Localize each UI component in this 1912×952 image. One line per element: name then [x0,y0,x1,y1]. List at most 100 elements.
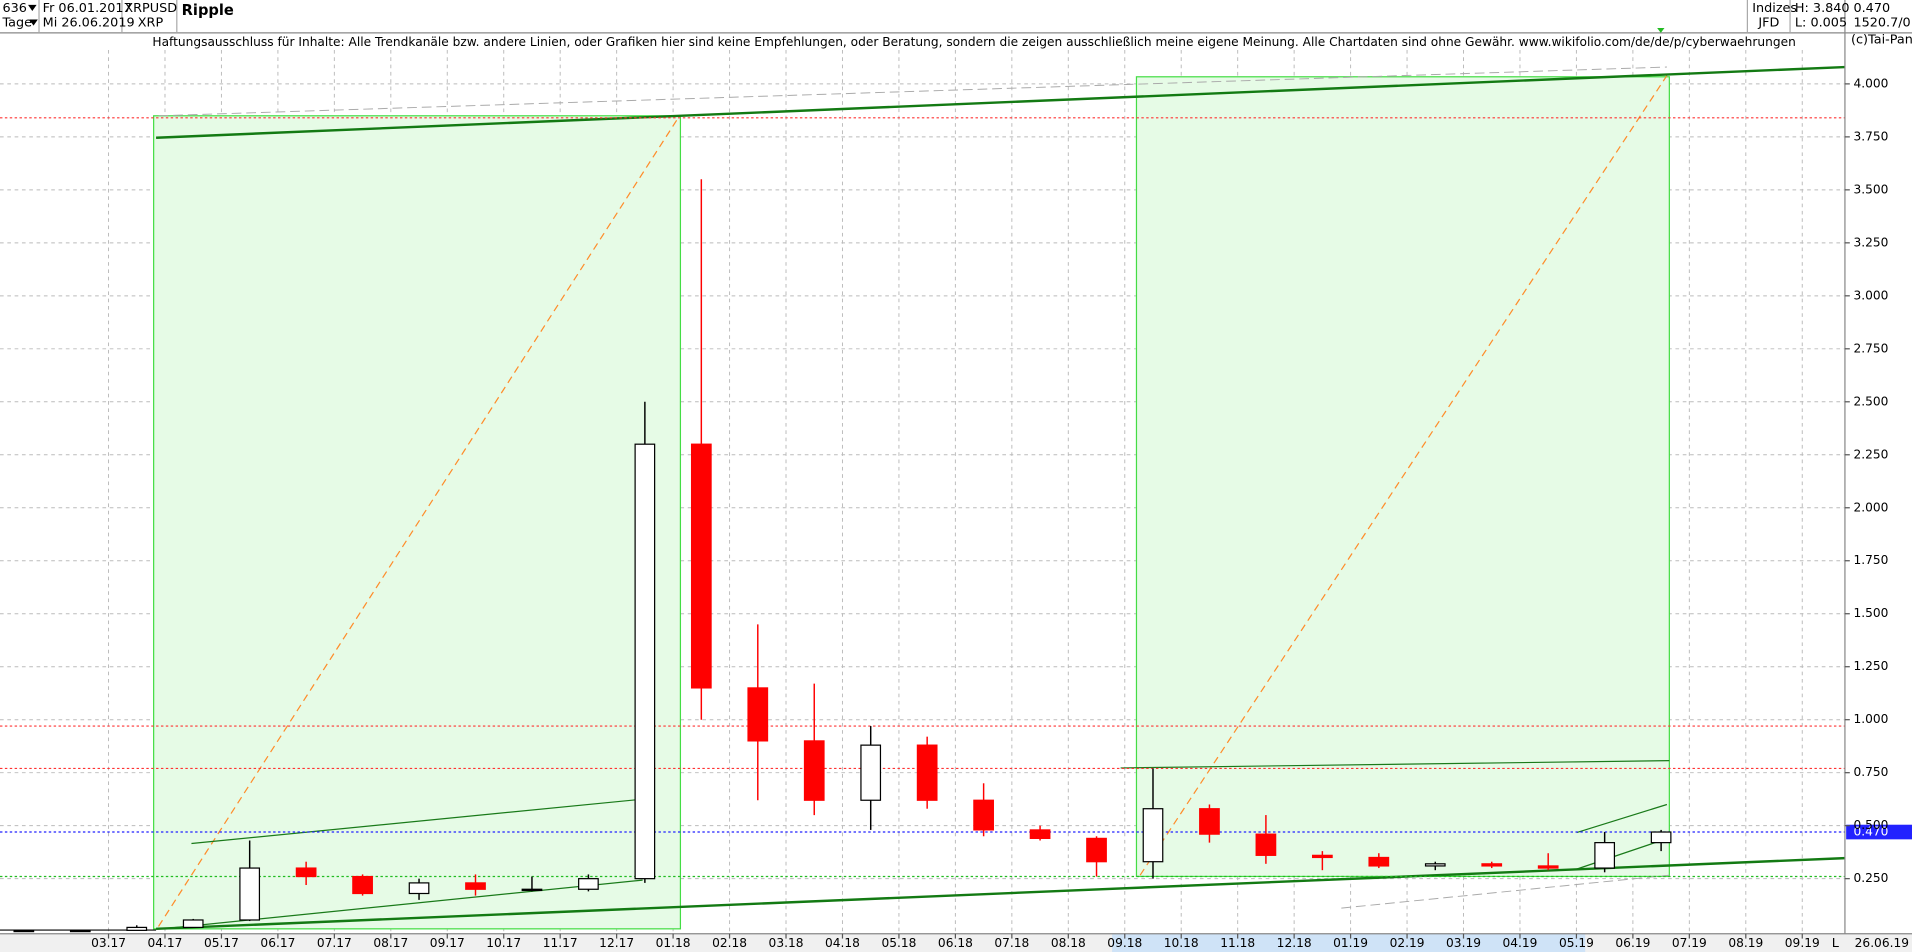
x-tick-label: 03.18 [769,936,804,950]
x-tick-label: 10.17 [486,936,521,950]
broker: JFD [1757,16,1779,31]
diagonal [158,117,679,927]
candle-body [295,867,317,878]
candle-body [465,882,486,890]
dropdown[interactable] [29,19,38,26]
candle-body [1255,833,1277,856]
date-to: Mi 26.06.2019 [43,16,135,31]
y-tick-label: 1.000 [1853,712,1888,726]
x-tick-label: 11.18 [1220,936,1255,950]
x-tick-label: 05.19 [1559,936,1594,950]
x-tick-label: 04.18 [825,936,860,950]
candle-body [747,687,769,742]
trendline [1576,838,1668,870]
candle-body [1537,865,1559,869]
y-tick-label: 2.750 [1853,341,1888,355]
candle-body [408,882,430,895]
candle-body [690,443,712,689]
candles [13,179,1672,933]
y-tick-label: 3.750 [1853,129,1888,143]
x-tick-label: 04.17 [148,936,183,950]
candle-body [1199,808,1220,835]
candle-body [916,744,938,801]
dropdown[interactable] [28,4,37,11]
diagonal [1139,75,1668,876]
x-tick-label: 06.18 [938,936,973,950]
drawings [0,65,1845,931]
disclaimer: Haftungsausschluss für Inhalte: Alle Tre… [152,35,1795,49]
x-tick-label: 02.18 [712,936,747,950]
guide [1341,874,1670,909]
x-tick-label: 05.17 [204,936,239,950]
x-tick-label: 03.19 [1446,936,1481,950]
symbol-short: XRP [138,16,164,31]
x-tick-label: 08.17 [373,936,408,950]
x-tick-label: 09.18 [1107,936,1142,950]
candle-body [13,929,35,933]
copyright: (c)Tai-Pan [1851,33,1912,48]
y-tick-label: 4.000 [1853,76,1888,90]
candle-body [1086,837,1107,863]
candle-body [1424,863,1446,867]
trendline [1120,760,1670,769]
symbol: XRPUSD [124,1,177,16]
candle-body [1650,831,1672,844]
x-tick-label: 06.19 [1615,936,1650,950]
x-tick-label: 05.18 [881,936,916,950]
x-tick-label: 06.17 [260,936,295,950]
chart-title: Ripple [182,2,234,19]
channel [156,856,1845,931]
candle-body [126,926,148,931]
x-tick-label: 07.19 [1672,936,1707,950]
y-tick-label: 1.250 [1853,659,1888,673]
x-tick-label: 02.19 [1390,936,1425,950]
info: 1520.7/0.4 [1853,16,1912,31]
y-tick-label: 0.750 [1853,765,1888,779]
x-tick-label: 04.19 [1503,936,1538,950]
x-tick-label: 11.17 [543,936,578,950]
candle-body [182,919,204,929]
candle-body [239,867,261,921]
period[interactable]: Tage [1,16,32,31]
x-tick-label: 12.17 [599,936,634,950]
x-tick-label: 08.19 [1728,936,1763,950]
x-tick-label: 12.18 [1277,936,1312,950]
channel [156,65,1845,139]
candle-body [1594,842,1616,869]
level-label: 0.470 [1853,825,1888,839]
candle-body [1368,856,1390,867]
y-tick-label: 1.750 [1853,553,1888,567]
y-tick-label: 3.500 [1853,182,1888,196]
x-axis: 03.17 04.17 05.17 06.17 07.17 08.17 09.17 10.17… [91,933,1820,950]
y-tick-label: 1.500 [1853,606,1888,620]
candle-body [1142,808,1164,863]
candle-body [860,744,882,801]
last: 0.470 [1853,1,1890,16]
candle-body [352,875,373,895]
x-tick-label: 07.17 [317,936,352,950]
y-axis: 0.250 0.500 0.750 1.000 1.250 1.500 1.750 2.000… [1844,76,1888,885]
high: H: 3.840 [1795,1,1850,16]
x-tick-label: 03.17 [91,936,126,950]
scale: L [1832,936,1840,951]
y-tick-label: 2.250 [1853,447,1888,461]
low: L: 0.005 [1795,16,1847,31]
candle-body [521,888,543,892]
candle-body [1312,854,1333,859]
y-tick-label: 0.250 [1853,871,1888,885]
y-tick-label: 2.500 [1853,394,1888,408]
y-tick-label: 3.000 [1853,288,1888,302]
guide [158,66,1667,117]
trendline [1576,803,1668,834]
trendline [191,799,638,845]
current-date: 26.06.19 [1855,936,1909,950]
x-tick-label: 10.18 [1164,936,1199,950]
level-label-bg [1846,824,1912,840]
date-from: Fr 06.01.2017 [43,1,132,16]
candle-body [1029,829,1051,839]
x-tick-label: 09.17 [430,936,465,950]
x-tick-label: 01.18 [656,936,691,950]
bar-count[interactable]: 636 [2,1,26,16]
